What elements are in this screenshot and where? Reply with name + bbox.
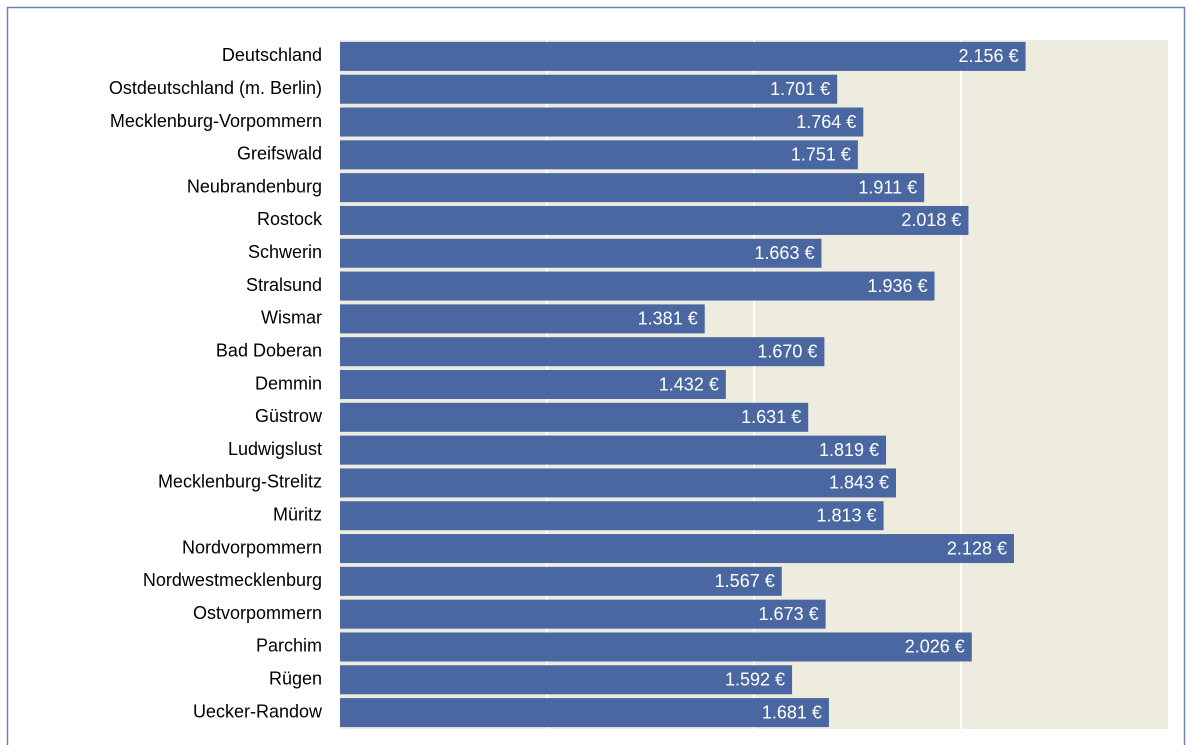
bar xyxy=(340,435,887,465)
value-label: 1.592 € xyxy=(725,670,785,690)
category-label: Ostvorpommern xyxy=(193,603,322,623)
bar xyxy=(340,468,897,498)
bar xyxy=(340,632,972,662)
category-label: Stralsund xyxy=(246,275,322,295)
category-label: Ludwigslust xyxy=(228,439,322,459)
value-label: 1.631 € xyxy=(741,407,801,427)
value-label: 2.026 € xyxy=(905,637,965,657)
value-label: 1.432 € xyxy=(659,374,719,394)
category-label: Mecklenburg-Strelitz xyxy=(158,472,322,492)
category-label: Schwerin xyxy=(248,242,322,262)
category-label: Parchim xyxy=(256,636,322,656)
category-label: Rügen xyxy=(269,669,322,689)
value-label: 1.381 € xyxy=(638,309,698,329)
category-label: Greifswald xyxy=(237,144,322,164)
category-label: Bad Doberan xyxy=(216,340,322,360)
value-label: 1.673 € xyxy=(759,604,819,624)
value-label: 2.018 € xyxy=(901,210,961,230)
value-label: 1.936 € xyxy=(867,276,927,296)
value-label: 1.670 € xyxy=(757,341,817,361)
value-label: 1.819 € xyxy=(819,440,879,460)
bar xyxy=(340,304,705,334)
bar xyxy=(340,534,1014,564)
bar xyxy=(340,41,1026,71)
category-label: Wismar xyxy=(261,308,322,328)
category-label: Neubrandenburg xyxy=(187,176,322,196)
bar xyxy=(340,173,925,203)
bar xyxy=(340,370,726,399)
bar xyxy=(340,238,822,268)
bar xyxy=(340,271,935,301)
category-label: Deutschland xyxy=(222,45,322,65)
bar xyxy=(340,665,793,695)
bar xyxy=(340,501,884,531)
category-label: Mecklenburg-Vorpommern xyxy=(110,111,322,131)
value-label: 1.911 € xyxy=(858,177,917,197)
value-label: 1.567 € xyxy=(715,571,775,591)
bar xyxy=(340,107,864,137)
bar xyxy=(340,402,809,432)
value-label: 1.663 € xyxy=(754,243,814,263)
bar xyxy=(340,337,825,367)
bar xyxy=(340,599,826,629)
category-label: Demmin xyxy=(255,373,322,393)
bar xyxy=(340,140,858,170)
category-label: Güstrow xyxy=(255,406,323,426)
category-label: Nordwestmecklenburg xyxy=(143,570,322,590)
category-label: Müritz xyxy=(273,504,322,524)
value-label: 1.764 € xyxy=(796,112,856,132)
bar xyxy=(340,74,838,104)
value-label: 2.156 € xyxy=(959,46,1019,66)
value-label: 1.681 € xyxy=(762,702,822,722)
category-label: Rostock xyxy=(257,209,323,229)
bar xyxy=(340,566,782,596)
bar xyxy=(340,205,969,235)
value-label: 1.813 € xyxy=(817,505,877,525)
value-label: 1.843 € xyxy=(829,473,889,493)
value-label: 1.701 € xyxy=(770,79,830,99)
category-label: Uecker-Randow xyxy=(193,701,323,721)
category-label: Nordvorpommern xyxy=(182,537,322,557)
bar xyxy=(340,698,829,728)
category-label: Ostdeutschland (m. Berlin) xyxy=(109,78,322,98)
value-label: 2.128 € xyxy=(947,538,1007,558)
value-label: 1.751 € xyxy=(791,145,851,165)
